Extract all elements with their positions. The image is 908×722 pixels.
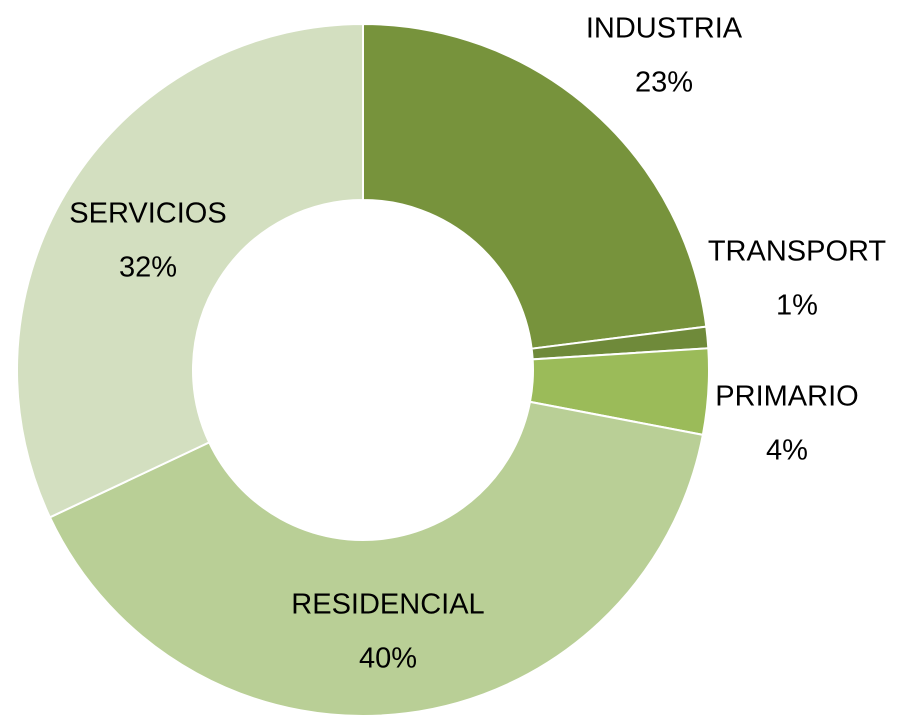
- slice-value-label: 4%: [766, 435, 808, 467]
- slice-label: SERVICIOS: [69, 198, 226, 230]
- slice-value-label: 1%: [776, 290, 818, 322]
- slice-label: PRIMARIO: [715, 381, 858, 413]
- slice-value-label: 23%: [635, 67, 693, 99]
- slice-label: RESIDENCIAL: [291, 589, 484, 621]
- slice-label: TRANSPORT: [708, 236, 887, 268]
- donut-slice: [16, 22, 364, 519]
- donut-slice: [362, 22, 708, 350]
- slice-value-label: 32%: [119, 252, 177, 284]
- slice-label: INDUSTRIA: [586, 13, 743, 45]
- donut-slice: [48, 400, 705, 717]
- slice-value-label: 40%: [359, 643, 417, 675]
